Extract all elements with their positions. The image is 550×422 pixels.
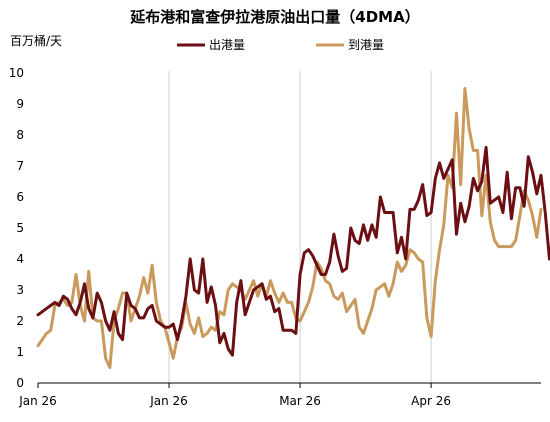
series-lines bbox=[36, 87, 550, 369]
y-tick-label: 10 bbox=[9, 66, 24, 80]
x-tick-label: Jan 26 bbox=[149, 394, 188, 408]
y-tick-label: 1 bbox=[16, 345, 24, 359]
x-axis-ticks: Jan 26 Jan 26 Mar 26 Apr 26 bbox=[18, 383, 451, 408]
x-tick-label: Apr 26 bbox=[411, 394, 451, 408]
y-tick-label: 4 bbox=[16, 252, 24, 266]
y-tick-label: 7 bbox=[16, 159, 24, 173]
y-tick-label: 3 bbox=[16, 283, 24, 297]
legend: 出港量 到港量 bbox=[177, 38, 384, 52]
y-tick-label: 8 bbox=[16, 128, 24, 142]
y-axis-unit-label: 百万桶/天 bbox=[10, 33, 62, 48]
y-tick-label: 6 bbox=[16, 190, 24, 204]
y-tick-label: 2 bbox=[16, 314, 24, 328]
y-tick-label: 5 bbox=[16, 221, 24, 235]
x-tick-label: Mar 26 bbox=[279, 394, 321, 408]
legend-label-inflow: 到港量 bbox=[348, 38, 384, 52]
series-line-inflow bbox=[36, 87, 543, 369]
y-axis-ticks: 0 1 2 3 4 5 6 7 8 9 10 bbox=[9, 66, 24, 390]
chart-title: 延布港和富查伊拉港原油出口量（4DMA） bbox=[129, 8, 419, 26]
y-tick-label: 9 bbox=[16, 97, 24, 111]
gridlines bbox=[168, 71, 432, 383]
legend-label-outflow: 出港量 bbox=[209, 38, 245, 52]
series-line-outflow bbox=[36, 145, 550, 357]
y-tick-label: 0 bbox=[16, 376, 24, 390]
x-tick-label: Jan 26 bbox=[18, 394, 57, 408]
